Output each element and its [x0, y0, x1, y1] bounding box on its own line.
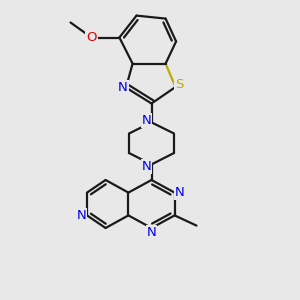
Text: N: N: [147, 226, 156, 239]
Text: N: N: [142, 114, 152, 127]
Text: N: N: [118, 81, 128, 94]
Text: N: N: [175, 186, 184, 199]
Text: N: N: [142, 160, 152, 173]
Text: S: S: [175, 78, 183, 91]
Text: N: N: [77, 209, 86, 222]
Text: O: O: [86, 31, 97, 44]
